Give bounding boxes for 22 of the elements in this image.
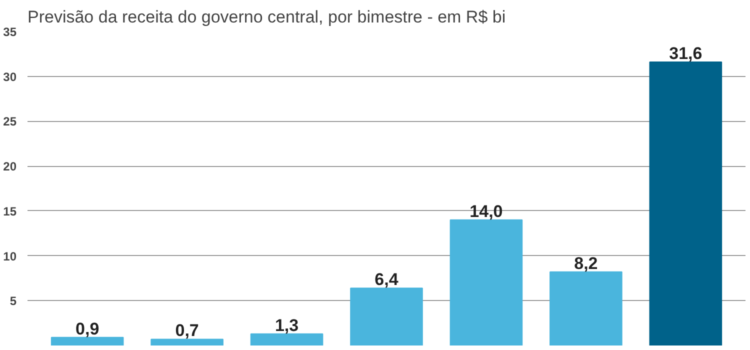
y-tick-label: 25 [3,114,17,129]
y-tick-label: 20 [3,160,17,174]
data-label: 31,6 [669,44,702,64]
bar [450,219,523,346]
y-tick-label: 5 [10,294,17,308]
y-tick-label: 10 [3,249,17,264]
data-label: 0,7 [175,321,199,340]
y-tick-label: 35 [3,25,17,39]
bar [350,288,423,346]
bar [649,62,722,346]
data-label: 1,3 [274,316,299,335]
data-label: 6,4 [374,270,399,290]
bar [550,271,622,346]
chart-title: Previsão da receita do governo central, por bimestre - em R$ bi [28,8,506,26]
y-tick-label: 30 [3,70,17,84]
y-tick-label: 15 [3,204,17,218]
bar [50,336,124,346]
data-label: 14,0 [470,202,503,221]
bar [150,338,224,346]
bar [250,333,324,346]
data-label: 0,9 [76,319,100,338]
data-label: 8,2 [574,254,598,273]
